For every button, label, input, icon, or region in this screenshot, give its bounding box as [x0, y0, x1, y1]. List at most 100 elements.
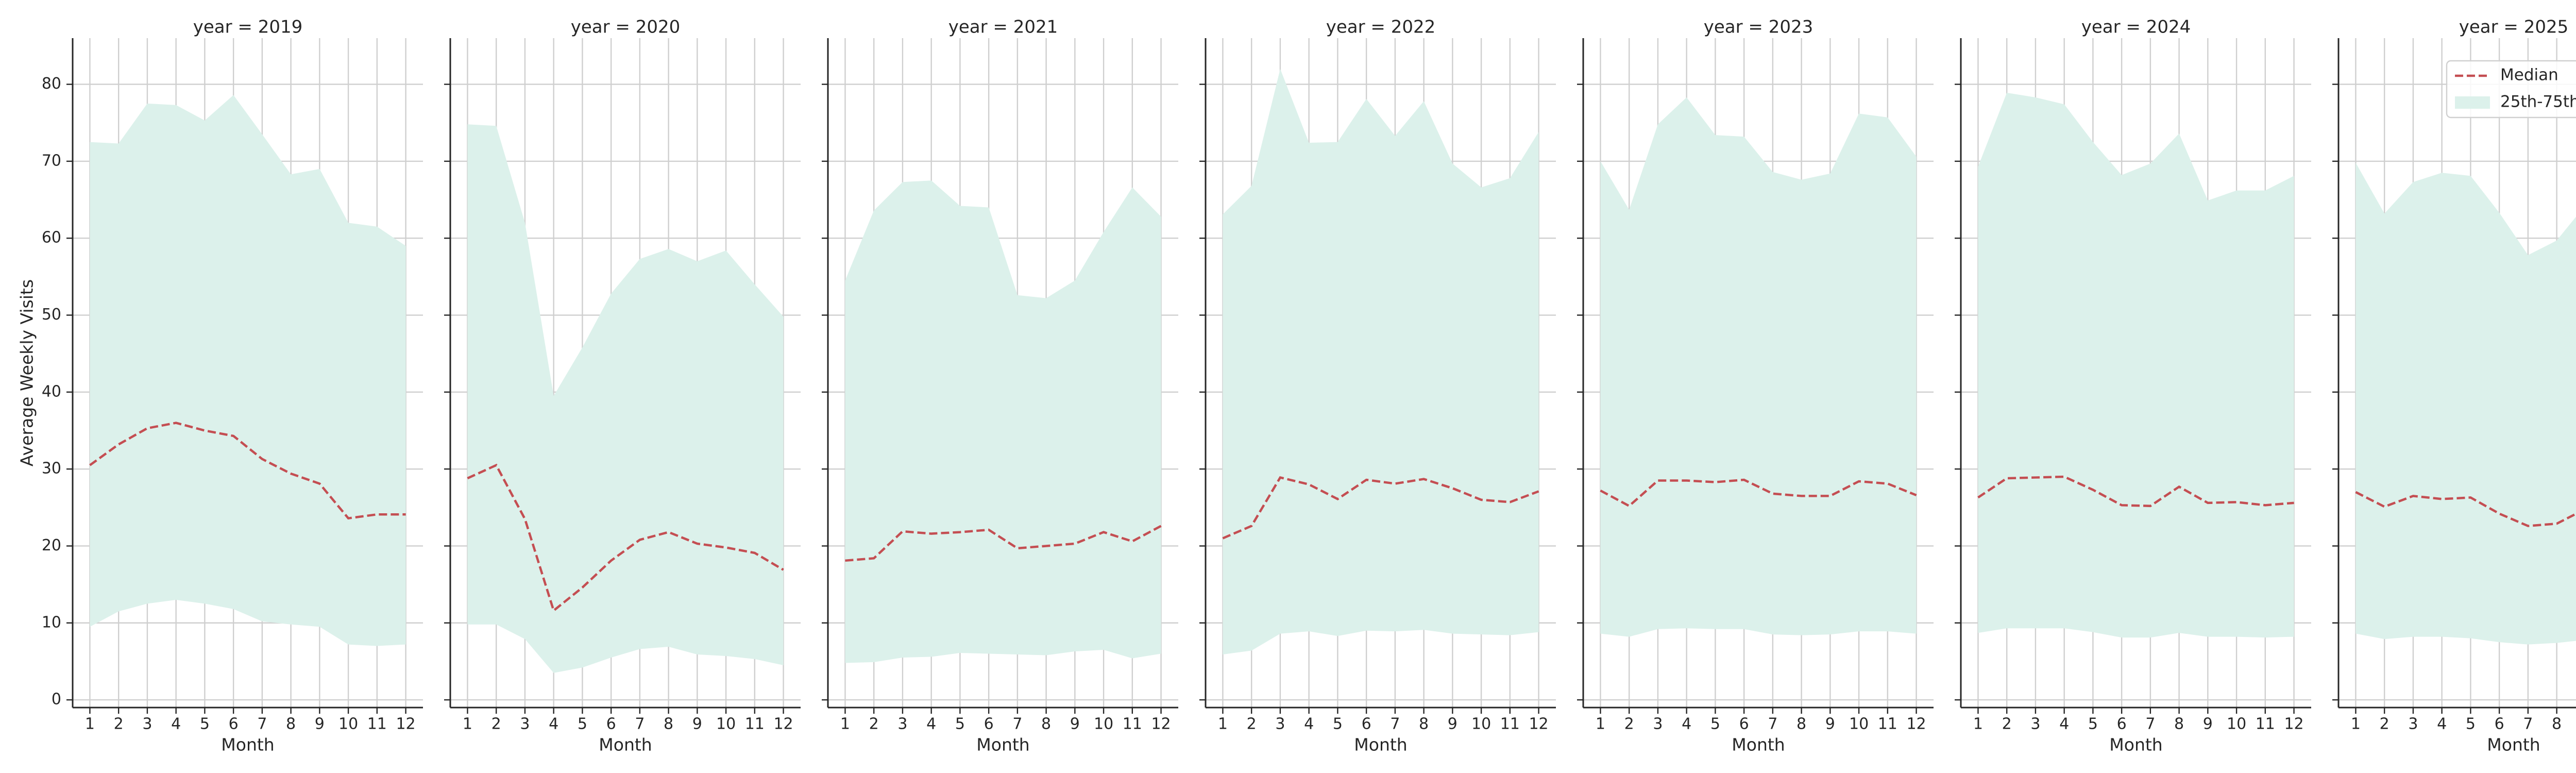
facet-title: year = 2024 [2081, 17, 2191, 38]
x-tick-label: 3 [2408, 715, 2418, 733]
x-tick-label: 8 [1041, 715, 1051, 733]
x-tick-label: 5 [2088, 715, 2098, 733]
x-tick-label: 8 [2174, 715, 2184, 733]
x-tick-label: 9 [692, 715, 702, 733]
percentile-band [1600, 97, 1917, 637]
x-tick-label: 4 [1682, 715, 1691, 733]
x-axis-label: Month [976, 735, 1029, 755]
x-tick-label: 8 [1419, 715, 1429, 733]
legend-swatch [2455, 96, 2490, 109]
median-line [1222, 476, 1539, 540]
x-tick-label: 7 [2145, 715, 2155, 733]
x-tick-label: 10 [1849, 715, 1869, 733]
x-axis-label: Month [599, 735, 652, 755]
facet-title: year = 2020 [571, 17, 680, 38]
x-tick-label: 2 [1247, 715, 1257, 733]
x-tick-label: 12 [1906, 715, 1926, 733]
x-tick-label: 1 [840, 715, 850, 733]
y-axis-label: Average Weekly Visits [17, 279, 37, 466]
x-tick-label: 3 [897, 715, 907, 733]
x-tick-label: 11 [2256, 715, 2275, 733]
x-tick-label: 2 [114, 715, 124, 733]
facet-title: year = 2021 [948, 17, 1058, 38]
x-tick-label: 12 [2284, 715, 2303, 733]
facet-title: year = 2019 [193, 17, 302, 38]
x-tick-label: 4 [2059, 715, 2069, 733]
x-tick-label: 5 [578, 715, 587, 733]
percentile-band [1978, 93, 2294, 638]
y-tick-label: 20 [42, 536, 61, 554]
x-tick-label: 12 [773, 715, 793, 733]
x-tick-label: 8 [286, 715, 296, 733]
x-tick-label: 5 [2466, 715, 2476, 733]
x-tick-label: 5 [1710, 715, 1720, 733]
y-tick-label: 0 [52, 691, 61, 709]
y-tick-label: 40 [42, 382, 61, 400]
median-line [1977, 475, 2294, 508]
y-tick-label: 10 [42, 613, 61, 631]
x-tick-label: 1 [463, 715, 472, 733]
x-tick-label: 3 [142, 715, 152, 733]
facet-title: year = 2023 [1704, 17, 1813, 38]
x-tick-label: 8 [2552, 715, 2562, 733]
x-tick-label: 7 [2523, 715, 2533, 733]
x-tick-label: 1 [85, 715, 95, 733]
x-tick-label: 12 [1529, 715, 1548, 733]
x-tick-label: 7 [1390, 715, 1400, 733]
x-tick-label: 3 [2030, 715, 2040, 733]
percentile-band [2355, 162, 2576, 645]
x-tick-label: 2 [2002, 715, 2012, 733]
x-tick-label: 4 [2437, 715, 2447, 733]
x-tick-label: 3 [1653, 715, 1663, 733]
x-axis-label: Month [1354, 735, 1407, 755]
median-line [1600, 478, 1917, 508]
x-tick-label: 6 [984, 715, 994, 733]
x-tick-label: 1 [1218, 715, 1228, 733]
x-tick-label: 6 [229, 715, 239, 733]
x-tick-label: 11 [367, 715, 387, 733]
x-tick-label: 11 [1500, 715, 1520, 733]
x-tick-label: 10 [2227, 715, 2246, 733]
x-tick-label: 9 [1825, 715, 1835, 733]
x-tick-label: 8 [664, 715, 673, 733]
x-tick-label: 3 [520, 715, 530, 733]
x-axis-label: Month [2487, 735, 2540, 755]
x-tick-label: 4 [1304, 715, 1314, 733]
x-tick-label: 11 [1123, 715, 1142, 733]
x-tick-label: 12 [1151, 715, 1171, 733]
x-tick-label: 2 [869, 715, 879, 733]
x-tick-label: 7 [1012, 715, 1022, 733]
median-line [845, 525, 1162, 562]
x-tick-label: 9 [315, 715, 325, 733]
median-line [2355, 491, 2576, 527]
x-tick-label: 2 [492, 715, 501, 733]
x-tick-label: 7 [635, 715, 645, 733]
x-tick-label: 9 [1070, 715, 1080, 733]
legend-label: Median [2500, 66, 2558, 85]
x-tick-label: 7 [257, 715, 267, 733]
x-axis-label: Month [1732, 735, 1785, 755]
x-tick-label: 6 [1739, 715, 1749, 733]
x-tick-label: 2 [2380, 715, 2389, 733]
x-axis-label: Month [221, 735, 274, 755]
x-axis-label: Month [2109, 735, 2162, 755]
x-tick-label: 10 [1471, 715, 1491, 733]
x-tick-label: 6 [606, 715, 616, 733]
x-tick-label: 4 [171, 715, 181, 733]
x-tick-label: 1 [1973, 715, 1983, 733]
x-tick-label: 1 [2351, 715, 2361, 733]
x-tick-label: 6 [1362, 715, 1371, 733]
x-tick-label: 4 [926, 715, 936, 733]
facet-title: year = 2025 [2459, 17, 2568, 38]
facet-title: year = 2022 [1326, 17, 1435, 38]
percentile-band [467, 124, 784, 673]
x-tick-label: 5 [200, 715, 210, 733]
x-tick-label: 11 [1878, 715, 1897, 733]
x-tick-label: 9 [1448, 715, 1458, 733]
